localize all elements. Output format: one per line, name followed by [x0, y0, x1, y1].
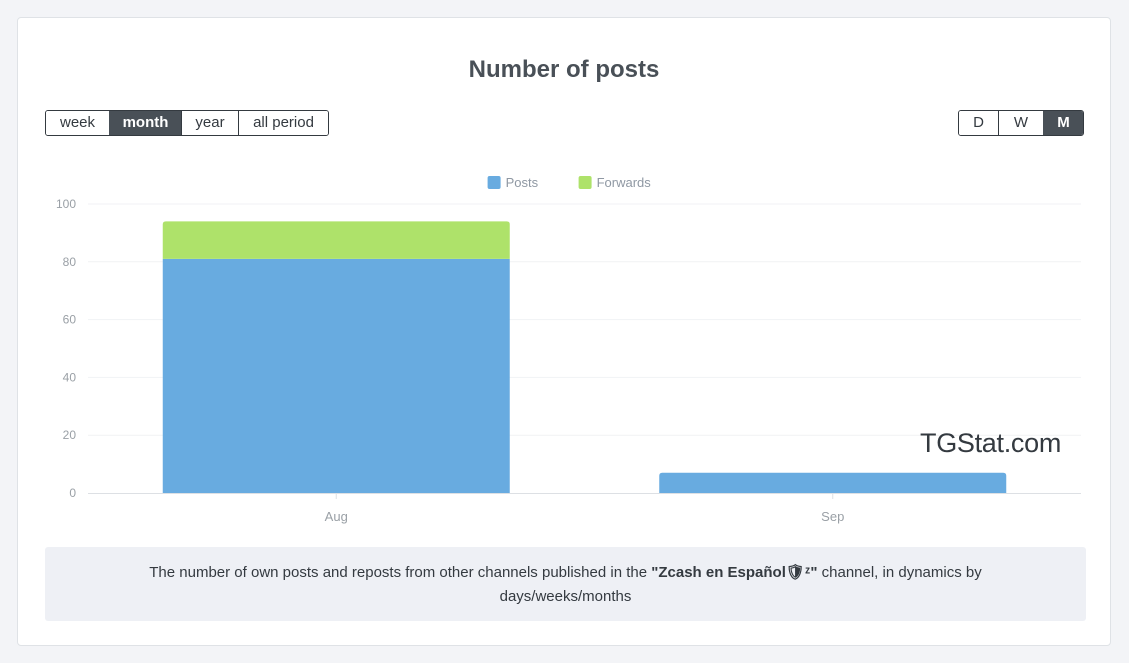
description-before: The number of own posts and reposts from… [149, 564, 652, 581]
legend-label-posts: Posts [506, 175, 539, 190]
chart-card: Number of posts week month year all peri… [17, 17, 1111, 646]
chart-title: Number of posts [468, 56, 660, 83]
x-tick-label-sep: Sep [821, 509, 844, 524]
granularity-week-button[interactable]: W [998, 111, 1043, 135]
watermark: TGStat.com [920, 428, 1062, 458]
period-month-button[interactable]: month [109, 111, 181, 135]
period-all-button[interactable]: all period [238, 111, 328, 135]
y-tick-label-100: 100 [56, 197, 76, 211]
y-tick-label-40: 40 [63, 370, 77, 384]
y-tick-label-20: 20 [63, 428, 77, 442]
x-tick-label-aug: Aug [325, 509, 348, 524]
y-tick-label-80: 80 [63, 255, 77, 269]
chart-description: The number of own posts and reposts from… [45, 547, 1086, 621]
y-tick-label-0: 0 [69, 486, 76, 500]
posts-chart: 0 20 40 60 80 100 Aug Sep Posts Forwards [18, 168, 1112, 538]
bar-forwards-aug [162, 221, 510, 259]
legend-label-forwards: Forwards [597, 175, 652, 190]
legend-swatch-forwards [578, 176, 592, 189]
description-after: channel, in dynamics by days/weeks/month… [499, 564, 982, 605]
legend-swatch-posts [487, 176, 501, 189]
period-year-button[interactable]: year [181, 111, 238, 135]
granularity-day-button[interactable]: D [959, 111, 998, 135]
granularity-selector: D W M [958, 110, 1084, 136]
y-tick-label-60: 60 [63, 313, 77, 327]
bar-posts-sep [659, 472, 1007, 493]
granularity-month-button[interactable]: M [1043, 111, 1083, 135]
bar-posts-aug [162, 258, 510, 493]
period-selector: week month year all period [45, 110, 329, 136]
period-week-button[interactable]: week [46, 111, 109, 135]
channel-name: "Zcash en Español🛡ᶻ" [651, 564, 818, 581]
